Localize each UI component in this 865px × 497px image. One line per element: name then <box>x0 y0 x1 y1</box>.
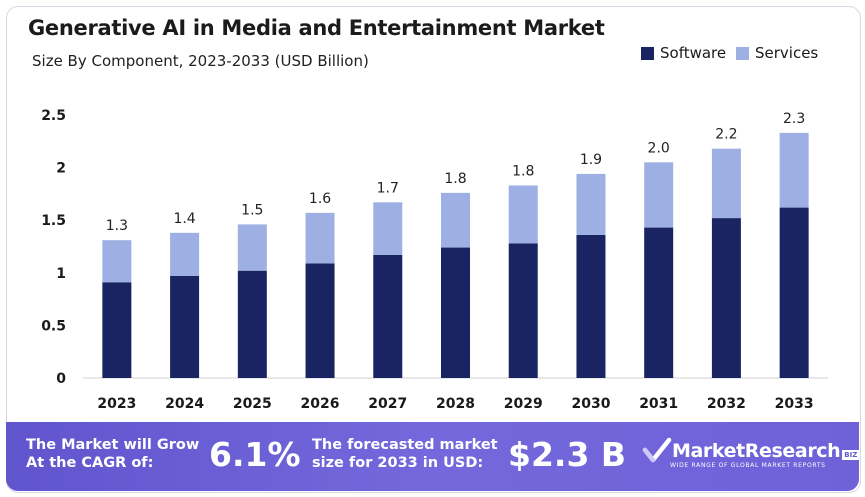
x-tick-label-2027: 2027 <box>368 396 407 412</box>
x-tick-label-2030: 2030 <box>571 396 610 412</box>
brand-name: MarketResearch <box>672 440 841 462</box>
bar-services-2026 <box>305 212 335 264</box>
y-tick-label-1: 0.5 <box>41 318 66 334</box>
bar-services-2025 <box>237 224 267 271</box>
data-label-2023: 1.3 <box>106 218 128 234</box>
bar-software-2031 <box>644 227 674 378</box>
data-label-2024: 1.4 <box>173 211 195 227</box>
x-tick-label-2023: 2023 <box>97 396 136 412</box>
forecast-label-line2: size for 2033 in USD: <box>312 455 484 471</box>
y-tick-label-3: 1.5 <box>41 213 66 229</box>
data-label-2032: 2.2 <box>715 127 737 143</box>
legend-swatch-services <box>736 46 749 60</box>
y-tick-label-5: 2.5 <box>41 108 66 124</box>
data-label-2026: 1.6 <box>309 191 331 207</box>
x-tick-label-2026: 2026 <box>301 396 340 412</box>
x-tick-label-2024: 2024 <box>165 396 204 412</box>
bar-services-2029 <box>508 185 538 244</box>
x-tick-label-2025: 2025 <box>233 396 272 412</box>
x-tick-label-2028: 2028 <box>436 396 475 412</box>
bar-software-2029 <box>508 243 538 378</box>
x-tick-label-2031: 2031 <box>639 396 678 412</box>
legend-item-software: Software <box>641 44 726 62</box>
bar-services-2024 <box>170 232 200 276</box>
x-tick-label-2029: 2029 <box>504 396 543 412</box>
bar-services-2032 <box>711 148 741 219</box>
bar-services-2033 <box>779 132 809 208</box>
bar-services-2028 <box>441 192 470 248</box>
bar-software-2033 <box>779 207 809 378</box>
data-label-2030: 1.9 <box>580 152 602 168</box>
bar-software-2023 <box>102 282 132 378</box>
bar-software-2032 <box>711 218 741 378</box>
forecast-label-line1: The forecasted market <box>312 437 498 453</box>
bar-software-2028 <box>441 247 470 378</box>
chart-title: Generative AI in Media and Entertainment… <box>28 16 605 40</box>
chart-subtitle: Size By Component, 2023-2033 (USD Billio… <box>32 52 369 70</box>
bar-software-2024 <box>170 275 200 378</box>
data-label-2025: 1.5 <box>241 202 263 218</box>
legend-swatch-software <box>641 46 654 60</box>
legend-label-software: Software <box>660 44 727 62</box>
bar-software-2025 <box>237 270 267 378</box>
bar-software-2027 <box>373 254 403 378</box>
brand-tagline: WIDE RANGE OF GLOBAL MARKET REPORTS <box>670 462 826 469</box>
brand-logo: MarketResearch BIZ <box>642 436 860 466</box>
cagr-label-line1: The Market will Grow <box>26 437 200 453</box>
bar-services-2031 <box>644 162 674 228</box>
data-label-2027: 1.7 <box>377 180 399 196</box>
brand-check-icon <box>642 437 672 463</box>
x-tick-label-2033: 2033 <box>775 396 814 412</box>
bar-software-2026 <box>305 263 335 378</box>
brand-suffix: BIZ <box>842 450 860 460</box>
bar-services-2027 <box>373 202 403 255</box>
x-tick-label-2032: 2032 <box>707 396 746 412</box>
cagr-label-line2: At the CAGR of: <box>26 455 154 471</box>
footer-banner: The Market will Grow At the CAGR of: 6.1… <box>6 422 860 491</box>
data-label-2029: 1.8 <box>512 163 534 179</box>
y-tick-label-2: 1 <box>56 266 66 282</box>
y-tick-label-0: 0 <box>56 371 66 387</box>
cagr-value: 6.1% <box>209 435 301 474</box>
legend-item-services: Services <box>736 44 818 62</box>
data-label-2031: 2.0 <box>648 140 670 156</box>
bar-services-2023 <box>102 240 132 283</box>
bar-chart: 0 0.5 1 1.5 2 2.5 1.3 2023 1.4 2024 1.5 2025 1.6 2026… <box>41 108 828 412</box>
data-label-2028: 1.8 <box>444 171 466 187</box>
forecast-label: The forecasted market size for 2033 in U… <box>312 436 498 472</box>
data-label-2033: 2.3 <box>783 111 805 127</box>
bar-services-2030 <box>576 173 606 235</box>
forecast-value: $2.3 B <box>508 435 627 474</box>
bar-software-2030 <box>576 234 606 378</box>
legend-label-services: Services <box>755 44 819 62</box>
cagr-label: The Market will Grow At the CAGR of: <box>26 436 199 472</box>
y-tick-label-4: 2 <box>56 161 66 177</box>
